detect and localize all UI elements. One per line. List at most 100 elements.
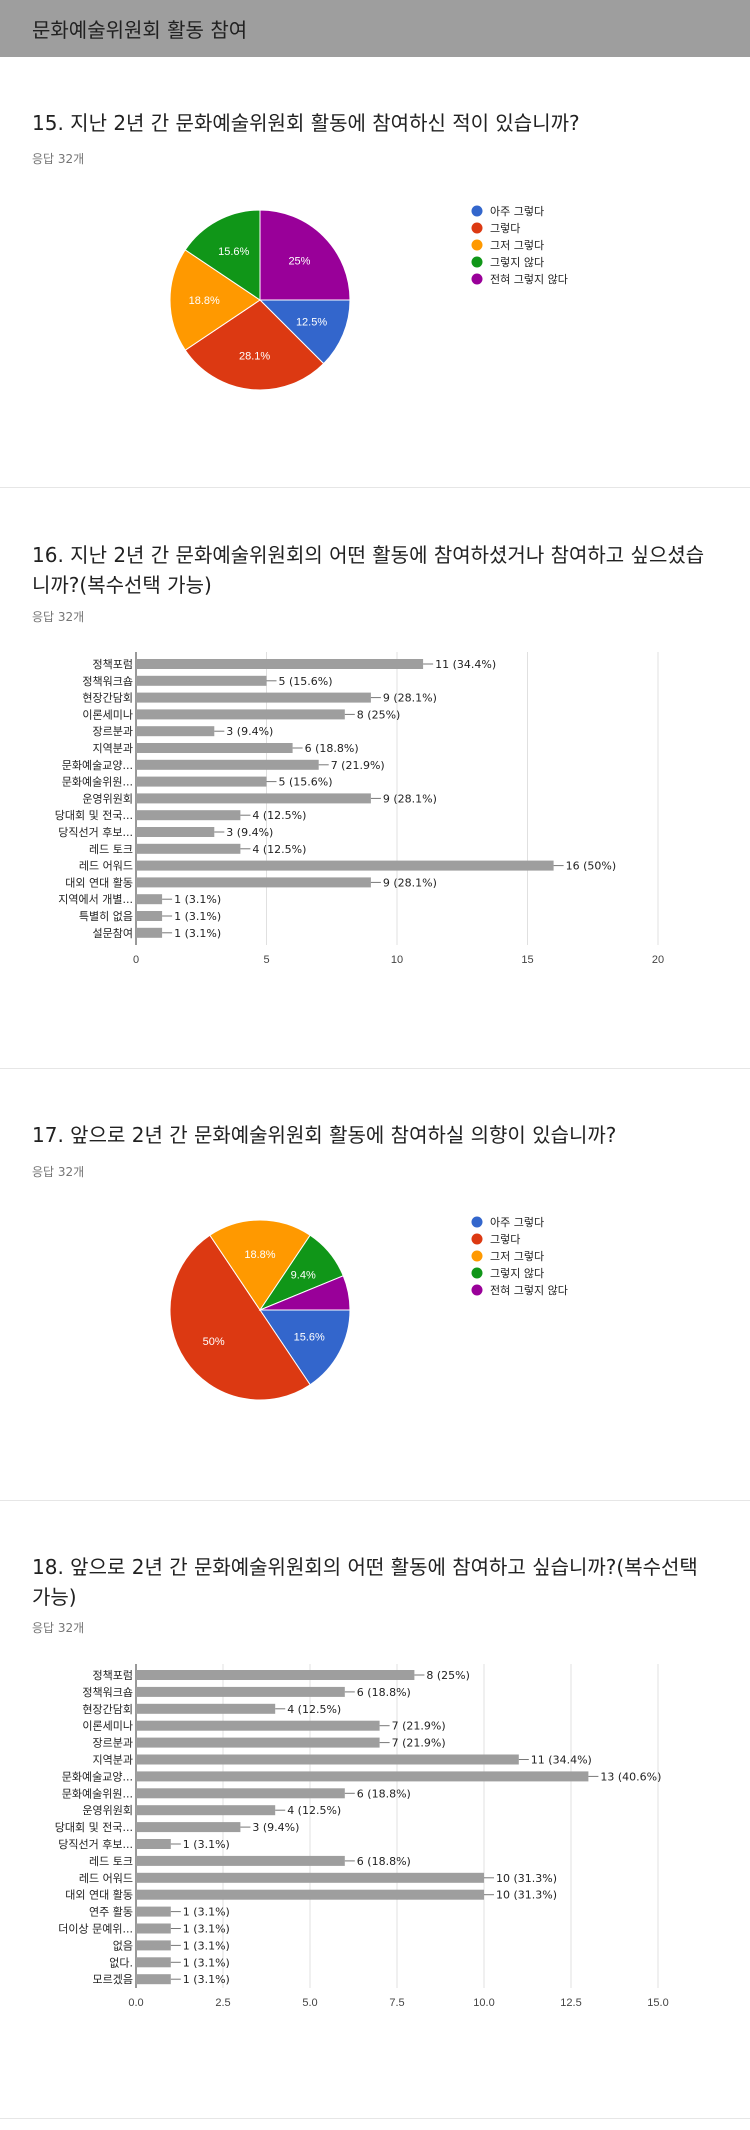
pie-slice-label: 25%: [288, 256, 310, 268]
bar-value-label: 10 (31.3%): [496, 1872, 557, 1885]
legend-label: 전혀 그렇지 않다: [490, 273, 568, 286]
bar: [136, 709, 345, 720]
bar-category-label: 장르분과: [93, 725, 133, 738]
bar-category-label: 이론세미나: [82, 1720, 133, 1733]
bar-category-label: 정책포럼: [93, 658, 133, 671]
bar: [136, 911, 163, 921]
legend-marker: [471, 273, 483, 285]
bar: [136, 1686, 345, 1697]
pie-slice-label: 18.8%: [189, 295, 220, 307]
bar-category-label: 현장간담회: [82, 692, 133, 705]
bar-category-label: 레드 어워드: [79, 860, 133, 873]
bar: [136, 659, 424, 669]
bar-category-label: 당대회 및 전국...: [55, 809, 133, 822]
bar-value-label: 1 (3.1%): [183, 1956, 230, 1969]
bar-category-label: 없음: [113, 1939, 133, 1952]
x-tick-label: 5: [263, 954, 269, 966]
bar: [136, 1771, 589, 1782]
page-title: 문화예술위원회 활동 참여: [32, 18, 248, 42]
bar: [136, 675, 267, 686]
bar-value-label: 3 (9.4%): [252, 1821, 299, 1834]
pie-slice: [259, 1275, 351, 1311]
bar-category-label: 지역분과: [93, 742, 133, 755]
bar-value-label: 4 (12.5%): [287, 1804, 341, 1817]
legend-marker: [471, 1284, 483, 1296]
legend-label: 그렇다: [490, 1233, 520, 1246]
pie-slice: [259, 1309, 351, 1386]
legend-marker: [471, 239, 483, 251]
bar-value-label: 11 (34.4%): [435, 658, 496, 671]
bar-value-label: 11 (34.4%): [531, 1754, 592, 1767]
legend-label: 그렇지 않다: [490, 1267, 544, 1280]
bar: [136, 1788, 345, 1799]
bar-value-label: 13 (40.6%): [600, 1770, 661, 1783]
bar-category-label: 대외 연대 활동: [65, 875, 133, 889]
bar-category-label: 문화예술위원...: [62, 776, 133, 789]
pie-slice: [184, 299, 325, 391]
response-count-16: 응답 32개: [32, 610, 85, 624]
pie-slice-label: 9.4%: [291, 1270, 316, 1282]
bar-value-label: 3 (9.4%): [226, 826, 273, 839]
bar: [136, 1822, 241, 1833]
bar-value-label: 10 (31.3%): [496, 1889, 557, 1902]
response-count-17: 응답 32개: [32, 1165, 85, 1179]
pie-slice: [170, 1234, 311, 1401]
bar-value-label: 5 (15.6%): [279, 675, 333, 688]
bar-category-label: 문화예술위원...: [62, 1787, 133, 1800]
bar-value-label: 9 (28.1%): [383, 792, 437, 805]
bar: [136, 793, 371, 804]
bar-value-label: 7 (21.9%): [331, 759, 385, 772]
bar: [136, 1670, 415, 1680]
bar-value-label: 7 (21.9%): [392, 1720, 446, 1733]
bar-category-label: 레드 토크: [89, 1855, 133, 1868]
legend-marker: [471, 1267, 483, 1279]
legend-marker: [471, 205, 483, 217]
bar: [136, 1754, 519, 1765]
section-divider: [0, 2118, 750, 2119]
bar: [136, 1974, 171, 1985]
bar-category-label: 이론세미나: [82, 708, 133, 721]
legend-marker: [471, 1233, 483, 1245]
bar-value-label: 4 (12.5%): [252, 809, 306, 822]
bar-value-label: 6 (18.8%): [357, 1855, 411, 1868]
bar-category-label: 연주 활동: [89, 1905, 133, 1919]
bar-category-label: 정책포럼: [93, 1669, 133, 1682]
bar-category-label: 정책워크숍: [82, 675, 133, 688]
question-title-17: 17. 앞으로 2년 간 문화예술위원회 활동에 참여하실 의향이 있습니까?: [32, 1123, 617, 1147]
bar: [136, 810, 241, 821]
bar: [136, 743, 293, 753]
bar-category-label: 현장간담회: [82, 1703, 133, 1716]
legend-marker: [471, 1250, 483, 1262]
bar-value-label: 9 (28.1%): [383, 692, 437, 705]
page-header: 문화예술위원회 활동 참여: [0, 0, 750, 57]
bar-category-label: 레드 토크: [89, 843, 133, 856]
pie-slice-label: 28.1%: [239, 351, 270, 363]
legend-label: 전혀 그렇지 않다: [490, 1284, 568, 1297]
bar-value-label: 6 (18.8%): [357, 1686, 411, 1699]
question-title-15: 15. 지난 2년 간 문화예술위원회 활동에 참여하신 적이 있습니까?: [32, 111, 580, 135]
bar: [136, 1703, 276, 1714]
legend-marker: [471, 1216, 483, 1228]
bar: [136, 860, 554, 871]
bar: [136, 692, 371, 703]
bar-value-label: 1 (3.1%): [174, 927, 221, 940]
bar-value-label: 8 (25%): [426, 1669, 470, 1682]
section-divider: [0, 487, 750, 488]
response-count-18: 응답 32개: [32, 1621, 85, 1635]
bar-category-label: 특별히 없음: [79, 909, 133, 923]
bar-category-label: 지역분과: [93, 1754, 133, 1767]
bar-category-label: 장르분과: [93, 1737, 133, 1750]
pie-slice-label: 18.8%: [244, 1249, 275, 1261]
section-divider: [0, 1500, 750, 1501]
legend-marker: [471, 256, 483, 268]
bar-category-label: 레드 어워드: [79, 1872, 133, 1885]
x-tick-label: 10.0: [473, 1997, 494, 2009]
bar: [136, 1940, 171, 1951]
x-tick-label: 0: [133, 954, 139, 966]
pie-slice: [259, 209, 351, 301]
x-tick-label: 12.5: [560, 1997, 581, 2009]
bar-value-label: 8 (25%): [357, 708, 401, 721]
legend-label: 아주 그렇다: [490, 1216, 544, 1229]
bar: [136, 1805, 276, 1816]
bar-category-label: 문화예술교양...: [62, 759, 133, 772]
